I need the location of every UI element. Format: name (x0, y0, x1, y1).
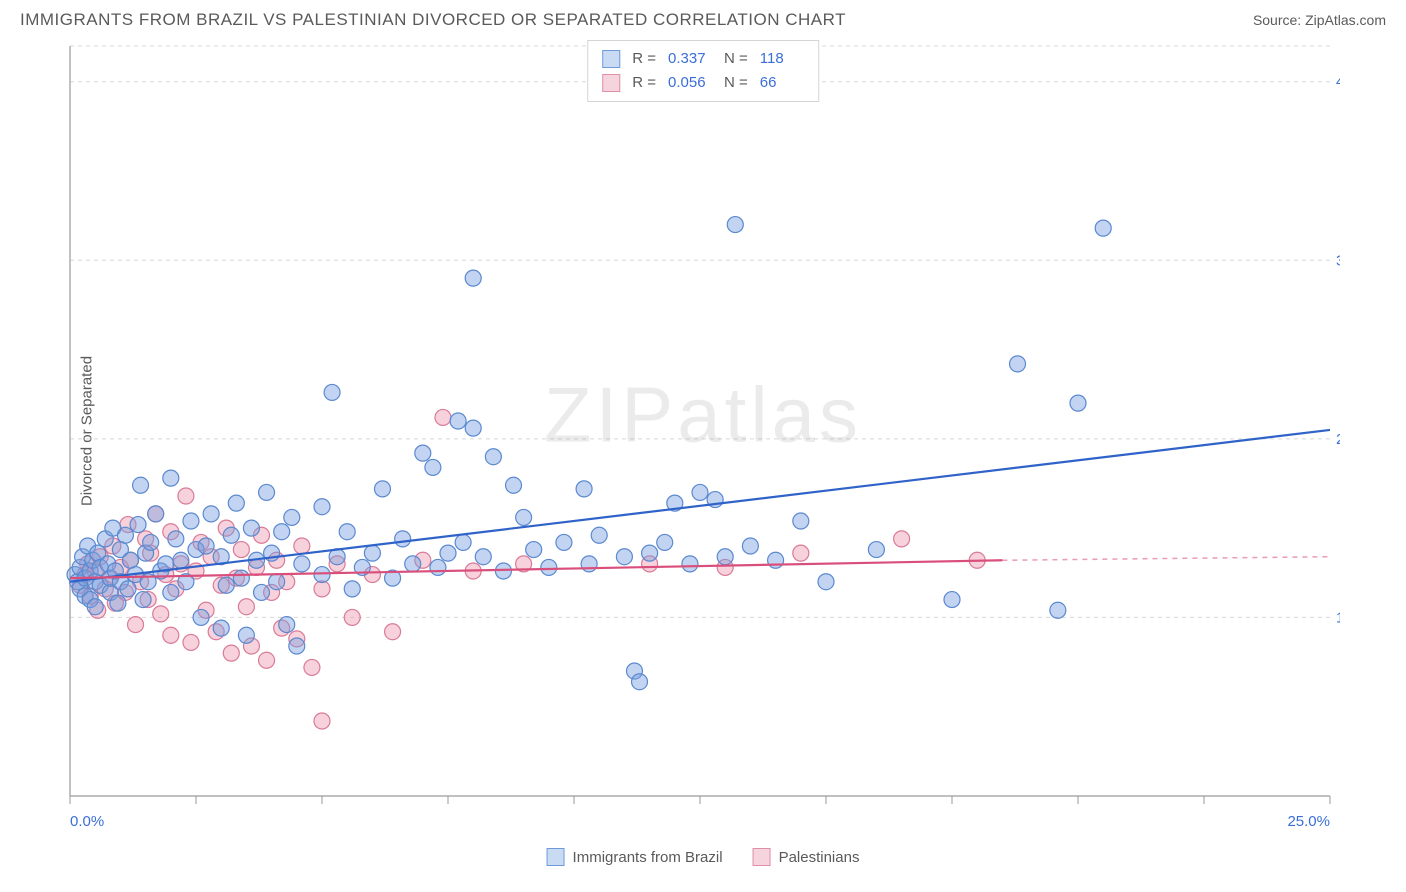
legend-label-1: Palestinians (779, 849, 860, 866)
r-value-1: 0.056 (668, 71, 712, 95)
svg-text:0.0%: 0.0% (70, 813, 104, 826)
legend-stats-row-1: R = 0.056 N = 66 (602, 71, 804, 95)
y-axis-label: Divorced or Separated (79, 356, 96, 506)
n-label-1: N = (724, 71, 748, 95)
legend-bottom-swatch-0 (547, 848, 565, 866)
scatter-chart: 10.0% 20.0% 30.0% 40.0% 0.0% 25.0% (20, 36, 1340, 826)
r-label-1: R = (632, 71, 656, 95)
r-label-0: R = (632, 47, 656, 71)
legend-series: Immigrants from Brazil Palestinians (547, 848, 860, 866)
svg-text:20.0%: 20.0% (1336, 431, 1340, 448)
svg-text:40.0%: 40.0% (1336, 74, 1340, 91)
legend-item-1: Palestinians (753, 848, 860, 866)
n-value-1: 66 (760, 71, 804, 95)
legend-bottom-swatch-1 (753, 848, 771, 866)
svg-text:10.0%: 10.0% (1336, 609, 1340, 626)
legend-item-0: Immigrants from Brazil (547, 848, 723, 866)
legend-stats: R = 0.337 N = 118 R = 0.056 N = 66 (587, 40, 819, 102)
legend-stats-row-0: R = 0.337 N = 118 (602, 47, 804, 71)
chart-title: IMMIGRANTS FROM BRAZIL VS PALESTINIAN DI… (20, 10, 846, 30)
legend-swatch-0 (602, 50, 620, 68)
chart-container: Divorced or Separated ZIPatlas 10.0%20.0… (20, 36, 1386, 826)
n-value-0: 118 (760, 47, 804, 71)
svg-text:30.0%: 30.0% (1336, 252, 1340, 269)
legend-label-0: Immigrants from Brazil (573, 849, 723, 866)
n-label-0: N = (724, 47, 748, 71)
legend-swatch-1 (602, 74, 620, 92)
svg-text:25.0%: 25.0% (1287, 813, 1330, 826)
r-value-0: 0.337 (668, 47, 712, 71)
source-label: Source: ZipAtlas.com (1253, 12, 1386, 28)
